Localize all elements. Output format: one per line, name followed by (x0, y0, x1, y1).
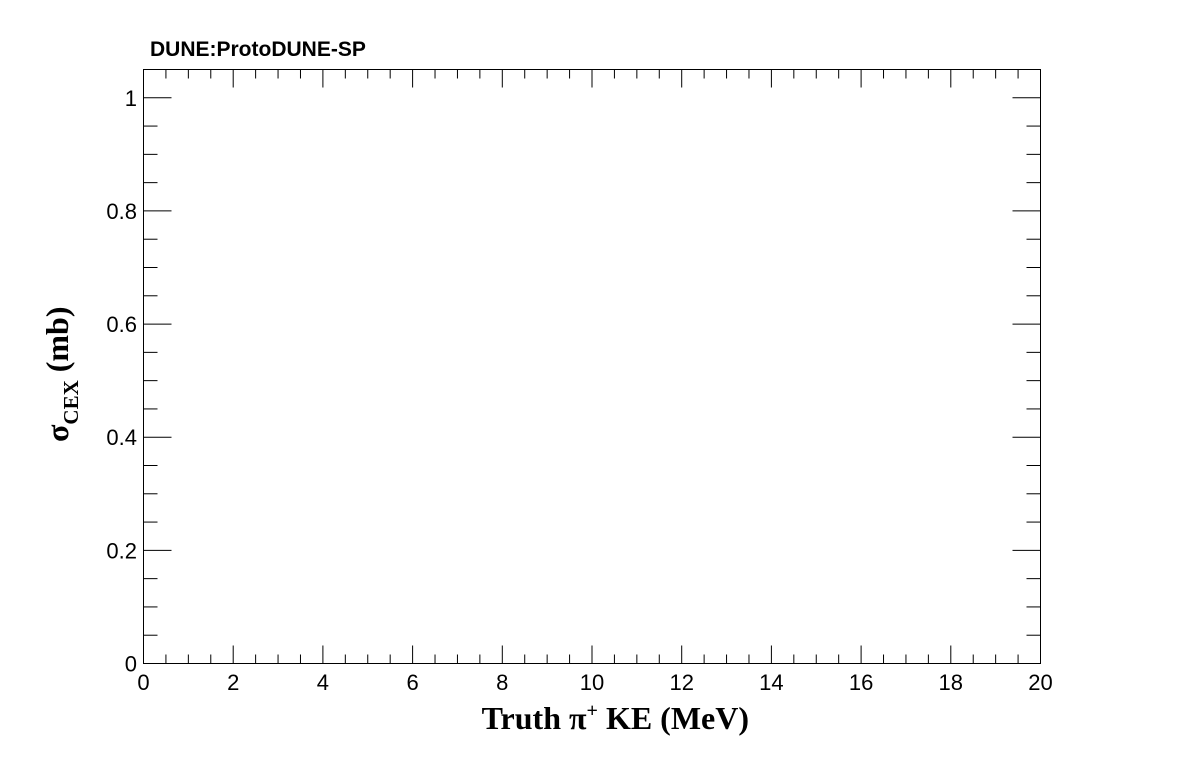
y-tick-label: 0.2 (106, 538, 137, 563)
x-tick-label: 14 (759, 670, 783, 695)
y-axis-label-symbol: σ (39, 424, 75, 442)
x-axis-label-rest: KE (MeV) (598, 700, 749, 736)
chart-title: DUNE:ProtoDUNE-SP (150, 38, 366, 61)
y-axis-label: σCEX (mb) (39, 306, 83, 442)
x-tick-label: 20 (1028, 670, 1052, 695)
x-tick-label: 4 (317, 670, 329, 695)
y-axis-label-rest: (mb) (39, 306, 75, 380)
y-tick-label: 0.6 (106, 312, 137, 337)
x-axis-tick-labels: 0 2 4 6 8 10 12 14 16 18 20 (137, 670, 1052, 695)
x-axis-label: Truth π+ KE (MeV) (482, 700, 749, 736)
x-tick-label: 10 (580, 670, 604, 695)
x-tick-label: 8 (496, 670, 508, 695)
y-tick-label: 0.8 (106, 199, 137, 224)
y-axis-tick-labels: 0 0.2 0.4 0.6 0.8 1 (106, 86, 137, 677)
y-tick-label: 0.4 (106, 425, 137, 450)
y-tick-label: 0 (125, 652, 137, 677)
plot-frame (143, 69, 1041, 664)
x-tick-label: 2 (227, 670, 239, 695)
x-tick-label: 16 (849, 670, 873, 695)
x-tick-label: 6 (406, 670, 418, 695)
x-axis-label-main: Truth π (482, 700, 587, 736)
x-tick-label: 0 (137, 670, 149, 695)
x-tick-label: 18 (939, 670, 963, 695)
x-axis-label-superscript: + (587, 700, 598, 722)
y-tick-label: 1 (125, 86, 137, 111)
y-axis-label-subscript: CEX (59, 380, 83, 424)
x-tick-label: 12 (669, 670, 693, 695)
axis-ticks (143, 69, 1041, 664)
